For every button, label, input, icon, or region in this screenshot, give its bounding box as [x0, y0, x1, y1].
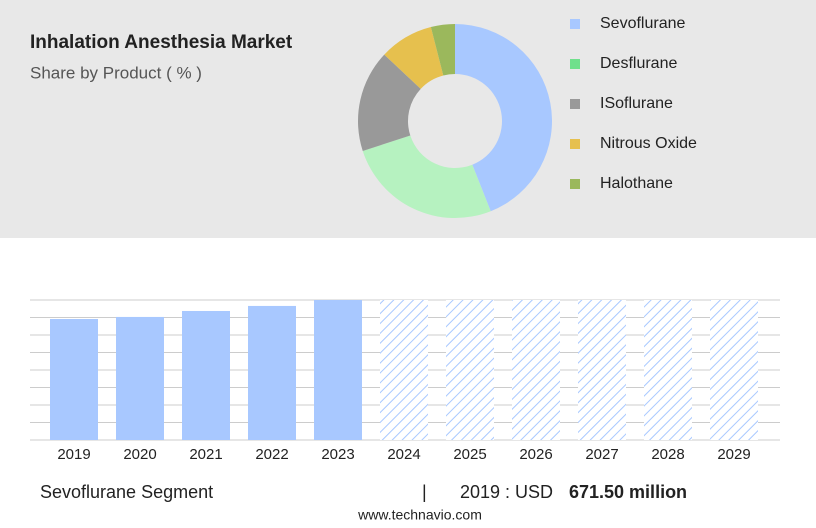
forecast-bar	[710, 300, 758, 440]
legend-swatch	[570, 59, 580, 69]
legend-swatch	[570, 99, 580, 109]
x-tick-label: 2025	[453, 446, 486, 463]
donut-slice	[430, 24, 455, 76]
legend-label: Nitrous Oxide	[600, 135, 697, 152]
legend-swatch	[570, 179, 580, 189]
legend-swatch	[570, 139, 580, 149]
separator: |	[422, 482, 427, 502]
x-tick-label: 2022	[255, 446, 288, 463]
segment-label: Sevoflurane Segment	[40, 482, 213, 502]
x-tick-label: 2026	[519, 446, 552, 463]
source: www.technavio.com	[357, 507, 482, 523]
legend-label: Sevoflurane	[600, 15, 685, 32]
legend-swatch	[570, 19, 580, 29]
donut-slice	[455, 24, 552, 212]
bar	[50, 319, 98, 440]
subtitle: Share by Product ( % )	[30, 63, 202, 82]
forecast-bar	[380, 300, 428, 440]
x-tick-label: 2020	[123, 446, 156, 463]
bar	[314, 300, 362, 440]
forecast-bar	[512, 300, 560, 440]
bar	[182, 310, 230, 440]
x-tick-label: 2029	[717, 446, 750, 463]
legend-label: Halothane	[600, 175, 673, 192]
title: Inhalation Anesthesia Market	[30, 32, 293, 53]
legend-label: ISoflurane	[600, 95, 673, 112]
forecast-bar	[578, 300, 626, 440]
forecast-bar	[446, 300, 494, 440]
x-tick-label: 2028	[651, 446, 684, 463]
x-tick-label: 2019	[57, 446, 90, 463]
donut-slice	[384, 27, 444, 89]
value-prefix: 2019 : USD	[460, 482, 553, 502]
donut-slice	[358, 54, 421, 151]
legend-label: Desflurane	[600, 55, 677, 72]
x-tick-label: 2021	[189, 446, 222, 463]
value-label: 671.50 million	[569, 482, 687, 502]
x-tick-label: 2027	[585, 446, 618, 463]
donut-slice	[362, 135, 491, 218]
forecast-bar	[644, 300, 692, 440]
bar	[116, 316, 164, 440]
bar	[248, 305, 296, 440]
x-tick-label: 2024	[387, 446, 420, 463]
x-tick-label: 2023	[321, 446, 354, 463]
